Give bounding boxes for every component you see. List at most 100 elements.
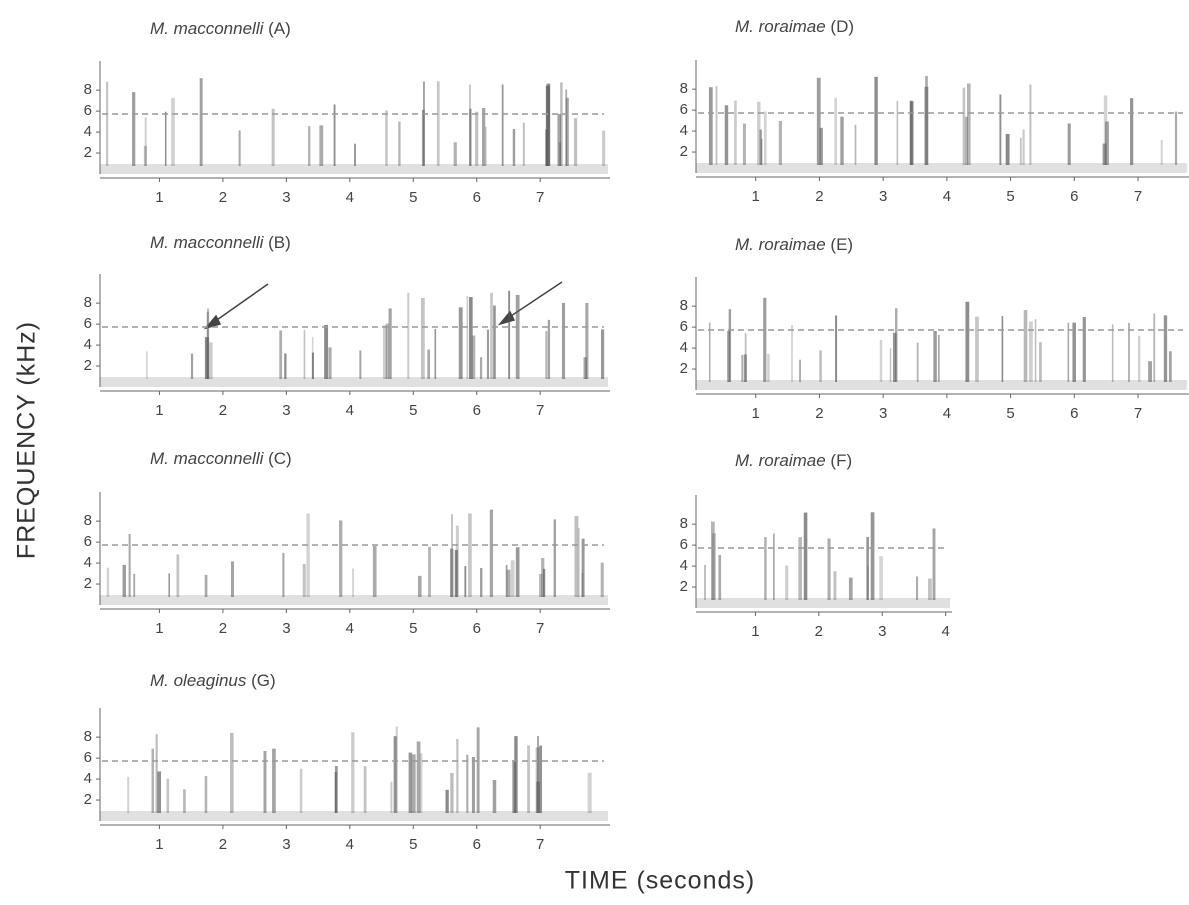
streak [834,97,838,165]
y-tick-label: 8 [680,297,688,314]
species-name: M. macconnelli [150,19,265,38]
streak [352,568,354,597]
noise-band [696,380,1187,390]
streak [176,554,180,597]
y-tick-label: 6 [84,533,92,550]
streak [799,359,801,382]
streak [964,116,968,165]
x-tick-label: 7 [536,836,544,853]
streak [545,331,548,379]
noise-band [100,377,608,387]
streak [1168,351,1172,382]
streak [436,81,440,166]
streak [398,121,401,166]
panel-label: (D) [830,17,854,36]
streak [573,118,578,166]
streak [1072,322,1076,382]
streak [468,513,472,597]
streak [206,308,210,379]
streak [833,571,837,600]
streak [1160,139,1163,165]
y-axis-label: FREQUENCY (kHz) [13,321,41,559]
streak [925,76,928,165]
streak [924,86,929,165]
y-tick-label: 4 [84,336,92,353]
streak [928,578,932,600]
x-tick-label: 5 [409,402,417,419]
streak [204,776,208,813]
streak [132,92,136,166]
streak [454,549,458,597]
streak [157,771,162,813]
streak [773,533,775,600]
streak [307,126,311,166]
y-tick-label: 2 [84,144,92,161]
streak [493,305,496,379]
streak [171,97,175,166]
streak [803,512,808,600]
streak [975,316,979,382]
panel-label: (A) [268,19,291,38]
streak [199,78,203,166]
streak [319,125,324,166]
streak [585,302,589,379]
streak [155,734,158,813]
y-tick-label: 8 [680,80,688,97]
x-tick-label: 2 [219,836,227,853]
streak [711,521,715,600]
spectrogram [100,290,608,387]
streak [324,324,329,379]
streak [127,776,130,813]
panel-title: M. macconnelli (C) [150,449,292,468]
streak [553,519,556,597]
streak [545,85,550,166]
x-tick-label: 7 [536,189,544,206]
species-name: M. macconnelli [150,449,265,468]
streak [466,754,469,813]
x-tick-label: 1 [155,620,163,637]
streak [382,325,387,379]
streak [1130,98,1134,165]
x-tick-label: 5 [409,620,417,637]
streak [106,567,110,597]
x-tick-label: 1 [752,188,760,205]
streak [724,105,729,165]
streak [395,726,398,813]
y-tick-label: 6 [680,536,688,553]
panel-label: (F) [830,451,852,470]
x-tick-label: 4 [346,189,354,206]
streak [390,781,393,813]
y-tick-label: 6 [84,315,92,332]
streak [1039,342,1042,382]
x-tick-label: 2 [815,188,823,205]
x-tick-label: 3 [282,836,290,853]
streak [1163,315,1168,382]
streak [1082,317,1086,382]
streak [450,773,454,813]
y-tick-label: 4 [680,339,688,356]
streak [896,101,899,165]
y-tick-label: 2 [680,578,688,595]
streak [166,778,170,813]
species-name: M. roraimae [735,451,826,470]
streak [122,564,126,597]
noise-band [100,595,608,605]
streak [143,145,147,166]
x-tick-label: 2 [219,189,227,206]
streak [128,534,131,597]
streak [574,516,579,597]
streak [587,772,592,813]
streak [420,297,425,379]
streak [299,768,303,813]
species-name: M. macconnelli [150,233,265,252]
streak [819,127,823,165]
streak [1001,316,1004,382]
streak [527,745,531,813]
x-tick-label: 5 [409,836,417,853]
spectrogram [696,76,1187,173]
streak [479,357,483,379]
streak [600,562,604,597]
streak [464,566,467,597]
streak [1067,322,1070,382]
streak [535,747,540,813]
